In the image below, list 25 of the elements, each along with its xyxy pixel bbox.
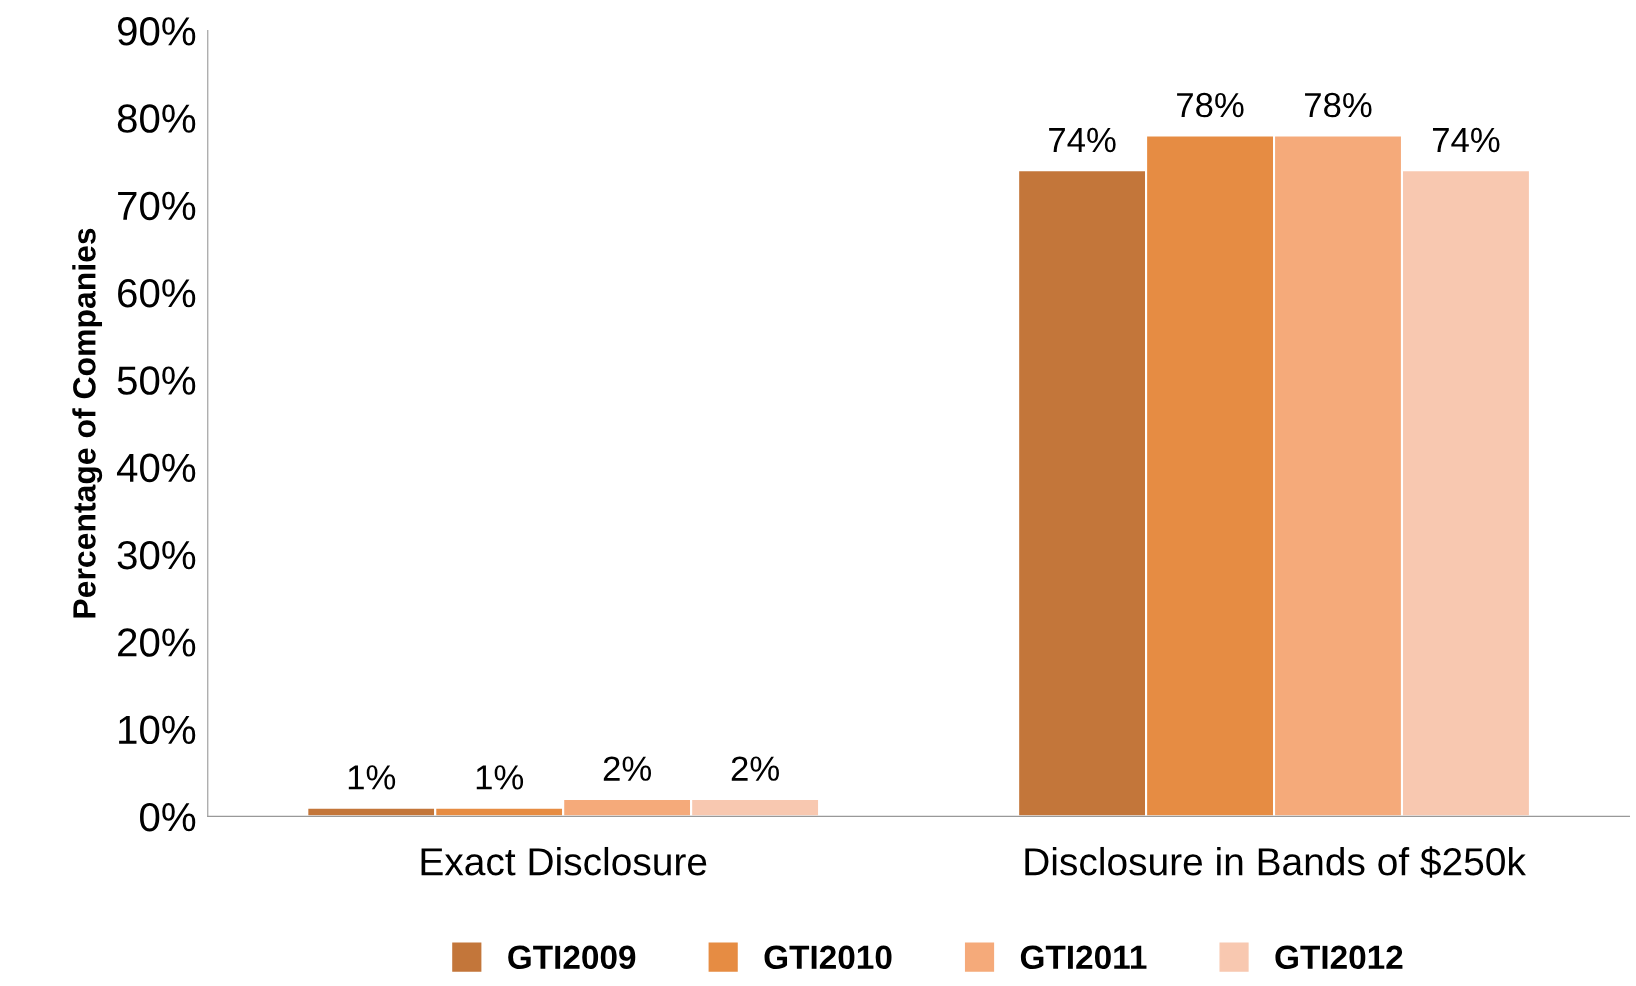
y-tick-label: 0% bbox=[140, 802, 196, 832]
y-tick-label: 80% bbox=[117, 104, 196, 133]
y-tick-label: 70% bbox=[118, 191, 196, 221]
y-axis-title: Percentage of Companies bbox=[72, 228, 103, 618]
text: 78% bbox=[1177, 92, 1244, 118]
y-tick-label: 50% bbox=[117, 366, 196, 395]
text: 74% bbox=[1049, 127, 1116, 153]
y-tick-label: 20% bbox=[118, 628, 196, 657]
y-tick-label: 60% bbox=[118, 278, 196, 308]
y-tick-label: 90% bbox=[117, 17, 196, 46]
text: 1% bbox=[476, 765, 524, 790]
text: 74% bbox=[1433, 127, 1500, 153]
text: 1% bbox=[348, 765, 396, 790]
text: 2% bbox=[603, 756, 652, 781]
y-tick-label: 40% bbox=[116, 453, 196, 483]
x-tick-label: Exact Disclosure bbox=[421, 846, 707, 876]
legend-label: GTI2012 bbox=[1275, 945, 1403, 970]
text: 2% bbox=[731, 756, 779, 781]
legend-label: GTI2009 bbox=[508, 945, 636, 970]
text: 78% bbox=[1305, 92, 1372, 118]
legend-label: GTI2011 bbox=[1020, 945, 1147, 970]
x-tick-label: Disclosure in Bands of $250k bbox=[1025, 846, 1526, 878]
y-tick-label: 10% bbox=[119, 715, 196, 745]
legend-label: GTI2010 bbox=[764, 945, 892, 970]
y-tick-label: 30% bbox=[117, 540, 196, 570]
